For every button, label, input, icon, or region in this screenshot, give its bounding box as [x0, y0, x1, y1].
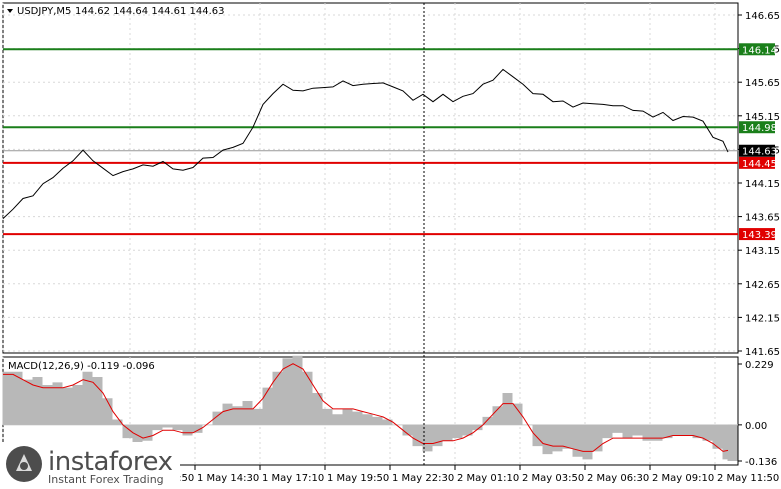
- level-label: 144.98: [742, 123, 777, 134]
- level-label-box: [739, 43, 775, 56]
- macd-label: MACD(12,26,9) -0.119 -0.096: [8, 361, 155, 372]
- time-label: 1 May 17:10: [262, 473, 324, 484]
- time-label: 2 May 09:10: [652, 473, 714, 484]
- time-label: 2 May 06:30: [587, 473, 649, 484]
- price-tick-label: 143.65: [745, 213, 780, 224]
- price-tick-label: 144.15: [745, 179, 780, 190]
- macd-tick-label: -0.136: [745, 457, 777, 468]
- time-label: 2 May 03:50: [522, 473, 584, 484]
- level-label: 146.14: [742, 45, 777, 56]
- time-label: 2 May 11:50: [717, 473, 779, 484]
- price-tick-label: 145.15: [745, 112, 780, 123]
- price-line: [2, 68, 729, 219]
- level-label-box: [739, 156, 775, 169]
- macd-tick-label: 0.229: [745, 360, 774, 371]
- price-tick-label: 141.65: [745, 347, 780, 358]
- time-label: 1 May 19:50: [327, 473, 389, 484]
- level-label: 144.45: [742, 159, 777, 170]
- level-label-box: [739, 121, 775, 134]
- price-tick-label: 145.65: [745, 78, 780, 89]
- watermark-tagline: Instant Forex Trading: [48, 473, 164, 486]
- current-price-box: [739, 144, 775, 157]
- instaforex-logo-icon: [6, 446, 42, 482]
- price-tick-label: 142.15: [745, 313, 780, 324]
- current-price-label: 144.63: [742, 147, 777, 158]
- time-label: 2 May 01:10: [457, 473, 519, 484]
- macd-histogram: [2, 355, 738, 461]
- price-tick-label: 146.65: [745, 11, 780, 22]
- price-tick-label: 143.15: [745, 246, 780, 257]
- macd-axis: 0.229 0.00 -0.136: [738, 360, 777, 468]
- time-label: 1 May 14:30: [197, 473, 259, 484]
- level-lines: 146.14 144.98 144.45 143.39 144.63: [3, 43, 777, 241]
- level-label: 143.39: [742, 230, 777, 241]
- macd-tick-label: 0.00: [745, 421, 767, 432]
- price-axis: 146.65146.15145.65145.15144.65144.15143.…: [738, 11, 780, 358]
- watermark-brand: instaforex: [48, 447, 173, 477]
- ohlc-values: 144.62 144.64 144.61 144.63: [75, 6, 225, 17]
- price-tick-label: 142.65: [745, 280, 780, 291]
- macd-signal-line: [3, 363, 729, 452]
- dropdown-arrow-icon[interactable]: [7, 9, 13, 13]
- symbol-label: USDJPY,M5: [17, 6, 71, 17]
- time-label: 1 May 22:30: [392, 473, 454, 484]
- level-label-box: [739, 228, 775, 241]
- price-panel[interactable]: [2, 2, 739, 354]
